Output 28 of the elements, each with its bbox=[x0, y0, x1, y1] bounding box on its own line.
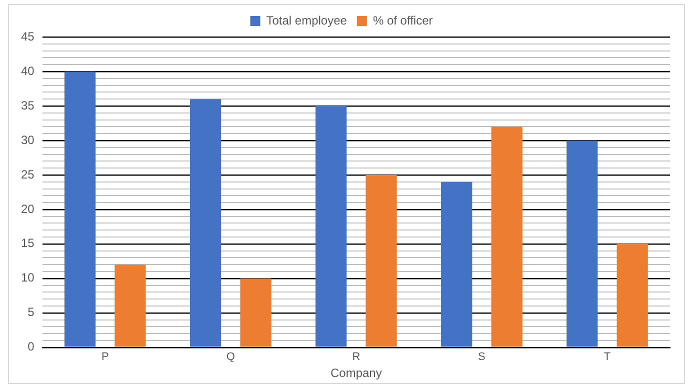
bar bbox=[616, 244, 648, 347]
y-tick-label: 45 bbox=[20, 29, 35, 44]
x-tick-label: R bbox=[352, 351, 360, 364]
bar bbox=[491, 126, 522, 347]
bar bbox=[316, 106, 347, 347]
x-axis-title: Company bbox=[330, 366, 382, 380]
bar bbox=[441, 182, 472, 347]
bar bbox=[64, 71, 96, 347]
legend-label: % of officer bbox=[372, 13, 433, 28]
x-tick-label: T bbox=[604, 351, 611, 364]
x-tick-label: Q bbox=[226, 351, 236, 364]
x-tick-label: S bbox=[478, 351, 486, 364]
y-tick-label: 5 bbox=[28, 305, 35, 320]
y-tick-label: 30 bbox=[20, 132, 35, 147]
bar bbox=[190, 99, 222, 347]
y-tick-label: 10 bbox=[20, 270, 35, 285]
bar bbox=[240, 278, 272, 347]
bar bbox=[114, 264, 146, 347]
legend-label: Total employee bbox=[266, 13, 348, 28]
x-tick-label: P bbox=[101, 351, 109, 364]
y-tick-label: 25 bbox=[20, 167, 35, 182]
y-tick-label: 35 bbox=[20, 98, 35, 112]
y-tick-label: 15 bbox=[20, 236, 35, 250]
y-tick-label: 40 bbox=[20, 64, 35, 78]
y-tick-label: 0 bbox=[28, 340, 35, 354]
bar bbox=[566, 140, 598, 347]
bar bbox=[366, 174, 397, 347]
y-tick-label: 20 bbox=[20, 202, 35, 216]
